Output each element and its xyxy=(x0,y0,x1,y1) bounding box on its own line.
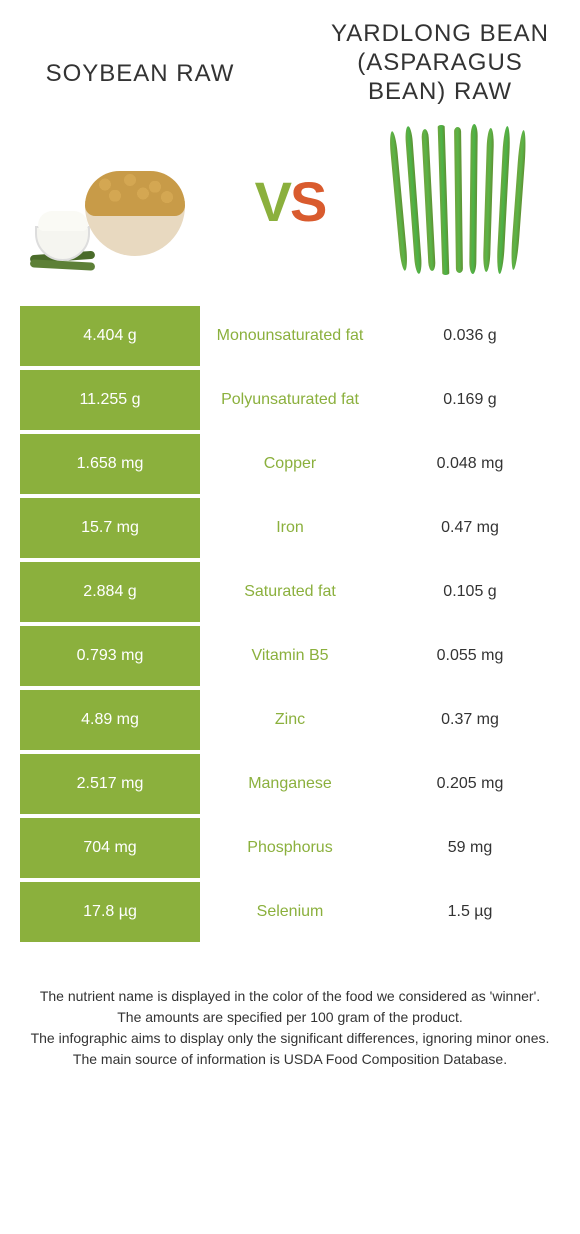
left-value: 1.658 mg xyxy=(20,434,200,494)
table-row: 15.7 mgIron0.47 mg xyxy=(20,498,560,558)
nutrition-table: 4.404 gMonounsaturated fat0.036 g11.255 … xyxy=(20,306,560,942)
left-value: 4.89 mg xyxy=(20,690,200,750)
yardlong-illustration xyxy=(375,121,545,281)
table-row: 11.255 gPolyunsaturated fat0.169 g xyxy=(20,370,560,430)
nutrient-label: Copper xyxy=(200,434,380,494)
footer-notes: The nutrient name is displayed in the co… xyxy=(0,946,580,1070)
soybean-illustration xyxy=(30,126,210,276)
table-row: 17.8 µgSelenium1.5 µg xyxy=(20,882,560,942)
right-value: 0.169 g xyxy=(380,370,560,430)
footer-line-3: The infographic aims to display only the… xyxy=(30,1028,550,1049)
right-value: 0.055 mg xyxy=(380,626,560,686)
table-row: 0.793 mgVitamin B50.055 mg xyxy=(20,626,560,686)
left-value: 15.7 mg xyxy=(20,498,200,558)
right-value: 0.47 mg xyxy=(380,498,560,558)
left-value: 2.517 mg xyxy=(20,754,200,814)
vs-s: S xyxy=(290,170,325,233)
right-food-image xyxy=(365,121,555,281)
table-row: 2.884 gSaturated fat0.105 g xyxy=(20,562,560,622)
nutrient-label: Saturated fat xyxy=(200,562,380,622)
right-value: 59 mg xyxy=(380,818,560,878)
header: Soybean raw Yardlong bean (Asparagus bea… xyxy=(0,0,580,106)
footer-line-2: The amounts are specified per 100 gram o… xyxy=(30,1007,550,1028)
table-row: 1.658 mgCopper0.048 mg xyxy=(20,434,560,494)
left-food-title: Soybean raw xyxy=(25,20,255,89)
right-value: 0.048 mg xyxy=(380,434,560,494)
vs-label: VS xyxy=(255,169,326,234)
footer-line-4: The main source of information is USDA F… xyxy=(30,1049,550,1070)
table-row: 4.404 gMonounsaturated fat0.036 g xyxy=(20,306,560,366)
left-value: 0.793 mg xyxy=(20,626,200,686)
left-value: 2.884 g xyxy=(20,562,200,622)
left-value: 704 mg xyxy=(20,818,200,878)
table-row: 704 mgPhosphorus59 mg xyxy=(20,818,560,878)
left-value: 17.8 µg xyxy=(20,882,200,942)
nutrient-label: Polyunsaturated fat xyxy=(200,370,380,430)
right-value: 0.37 mg xyxy=(380,690,560,750)
nutrient-label: Monounsaturated fat xyxy=(200,306,380,366)
right-value: 0.105 g xyxy=(380,562,560,622)
left-food-image xyxy=(25,121,215,281)
table-row: 2.517 mgManganese0.205 mg xyxy=(20,754,560,814)
hero-section: VS xyxy=(0,106,580,306)
right-value: 1.5 µg xyxy=(380,882,560,942)
nutrient-label: Iron xyxy=(200,498,380,558)
right-food-title: Yardlong bean (Asparagus bean) raw xyxy=(325,20,555,106)
nutrient-label: Selenium xyxy=(200,882,380,942)
right-value: 0.036 g xyxy=(380,306,560,366)
nutrient-label: Phosphorus xyxy=(200,818,380,878)
vs-v: V xyxy=(255,170,290,233)
right-value: 0.205 mg xyxy=(380,754,560,814)
nutrient-label: Manganese xyxy=(200,754,380,814)
left-value: 4.404 g xyxy=(20,306,200,366)
left-value: 11.255 g xyxy=(20,370,200,430)
table-row: 4.89 mgZinc0.37 mg xyxy=(20,690,560,750)
nutrient-label: Vitamin B5 xyxy=(200,626,380,686)
footer-line-1: The nutrient name is displayed in the co… xyxy=(30,986,550,1007)
nutrient-label: Zinc xyxy=(200,690,380,750)
